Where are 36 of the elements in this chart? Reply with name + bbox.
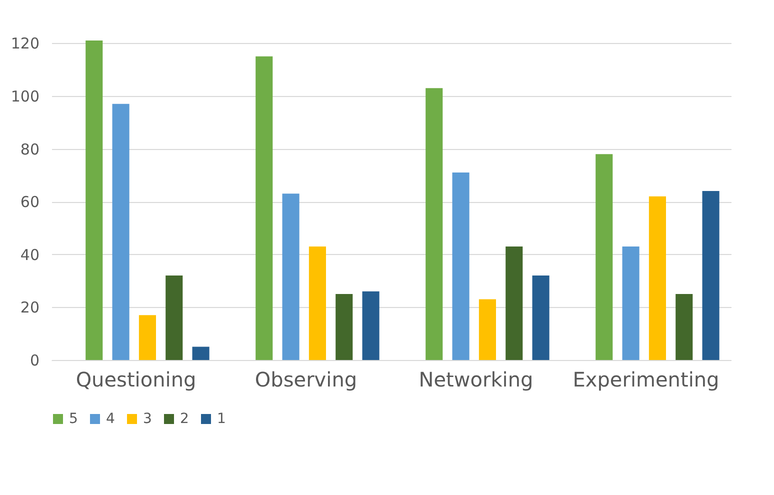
bar <box>86 40 103 360</box>
bar <box>622 246 640 360</box>
bar <box>452 172 470 360</box>
bar <box>596 154 613 360</box>
x-tick-label: Experimenting <box>572 368 720 392</box>
bar <box>702 191 720 360</box>
bar <box>478 299 496 360</box>
bar <box>282 194 300 360</box>
bar <box>532 276 550 360</box>
bar <box>112 104 130 360</box>
bar <box>308 246 326 360</box>
legend-label: 5 <box>69 411 78 427</box>
y-tick-label: 80 <box>20 140 40 158</box>
y-tick-label: 120 <box>10 34 40 53</box>
legend-label: 2 <box>180 411 189 427</box>
bar <box>676 294 693 360</box>
legend-label: 1 <box>217 411 226 427</box>
legend-label: 4 <box>106 411 115 427</box>
x-tick-label: Observing <box>254 368 358 392</box>
bar <box>362 291 380 360</box>
y-tick-label: 40 <box>20 246 40 264</box>
bar <box>166 276 183 360</box>
y-tick-label: 100 <box>10 88 40 106</box>
bar <box>648 196 666 360</box>
y-tick-label: 60 <box>20 193 40 212</box>
bar <box>138 315 156 360</box>
bar <box>506 246 523 360</box>
legend-label: 3 <box>143 411 152 427</box>
bar <box>192 346 210 360</box>
y-tick-label: 0 <box>30 352 40 370</box>
y-tick-label: 20 <box>20 298 40 317</box>
x-tick-label: Questioning <box>76 368 196 392</box>
bar <box>426 88 443 360</box>
bar <box>336 294 353 360</box>
x-tick-label: Networking <box>418 368 534 392</box>
bar <box>256 56 273 360</box>
